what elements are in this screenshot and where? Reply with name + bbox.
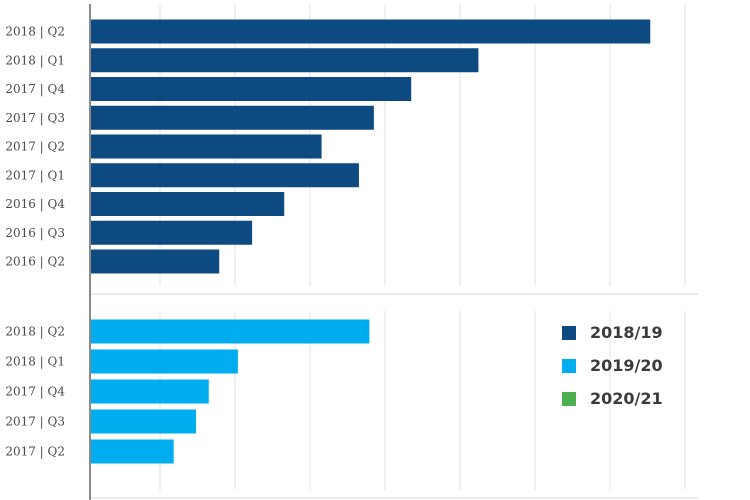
- bar: [90, 439, 174, 464]
- bar: [90, 220, 253, 245]
- category-label: 2017 | Q2: [5, 140, 65, 154]
- bar: [90, 249, 220, 274]
- category-label: 2016 | Q3: [5, 226, 65, 240]
- category-label: 2018 | Q2: [5, 25, 65, 39]
- category-label: 2017 | Q3: [5, 415, 65, 429]
- legend: 2018/19 2019/20 2020/21: [562, 316, 663, 415]
- legend-item: 2020/21: [562, 382, 663, 415]
- bar: [90, 409, 197, 434]
- category-label: 2017 | Q4: [5, 385, 65, 399]
- legend-swatch: [562, 391, 576, 406]
- legend-label: 2018/19: [590, 323, 663, 342]
- bar: [90, 192, 285, 216]
- category-label: 2017 | Q3: [5, 111, 65, 125]
- bar: [90, 105, 374, 130]
- bar: [90, 48, 479, 73]
- category-label: 2018 | Q2: [5, 325, 65, 339]
- legend-swatch: [562, 325, 576, 340]
- category-label: 2016 | Q2: [5, 255, 65, 269]
- category-label: 2018 | Q1: [5, 53, 65, 67]
- category-label: 2018 | Q1: [5, 355, 65, 369]
- bar: [90, 77, 412, 101]
- category-label: 2016 | Q4: [5, 197, 65, 211]
- legend-label: 2020/21: [590, 389, 663, 408]
- legend-label: 2019/20: [590, 356, 663, 375]
- legend-item: 2018/19: [562, 316, 663, 349]
- legend-item: 2019/20: [562, 349, 663, 382]
- bar: [90, 134, 322, 159]
- bar: [90, 19, 651, 44]
- category-label: 2017 | Q2: [5, 445, 65, 459]
- category-label: 2017 | Q4: [5, 82, 65, 96]
- bar: [90, 163, 359, 188]
- bar: [90, 319, 370, 344]
- bar: [90, 349, 238, 374]
- legend-swatch: [562, 358, 576, 373]
- bar: [90, 379, 209, 404]
- category-label: 2017 | Q1: [5, 168, 65, 182]
